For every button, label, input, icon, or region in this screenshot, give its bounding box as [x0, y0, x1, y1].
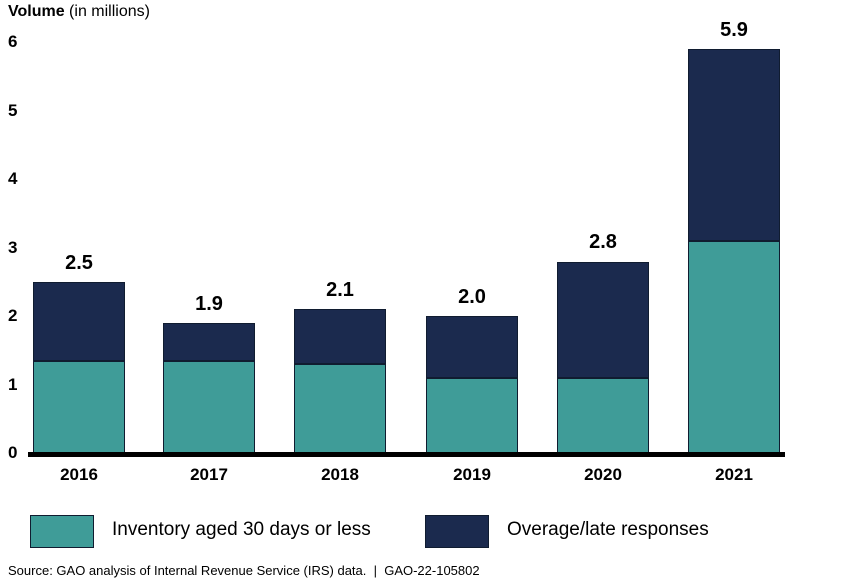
x-axis-label: 2016 [60, 465, 98, 484]
bar-column-2018: 2.1 2018 [294, 279, 386, 484]
x-axis-label: 2019 [453, 465, 491, 484]
x-axis-label: 2017 [190, 465, 228, 484]
chart-title: Volume (in millions) [8, 3, 150, 21]
bar-segment-inventory [426, 378, 518, 453]
bar-segment-inventory [688, 241, 780, 453]
bar-column-2020: 2.8 2020 [557, 231, 649, 484]
y-axis-tick-label: 1 [8, 374, 18, 394]
legend-label-overage: Overage/late responses [507, 519, 709, 540]
y-axis-tick-label: 6 [8, 32, 18, 51]
y-axis-tick-label: 3 [8, 237, 18, 257]
x-axis-label: 2020 [584, 465, 622, 484]
bar-segment-overage [163, 323, 255, 361]
bar-segment-inventory [33, 361, 125, 453]
bar-total-label: 1.9 [195, 293, 223, 315]
bar-segment-inventory [163, 361, 255, 453]
plot-area: 0 1 2 3 4 5 6 2.5 2016 1.9 2017 2.1 2018 2.0 2019 2.8 20… [8, 19, 785, 484]
bar-column-2021: 5.9 2021 [688, 19, 780, 484]
legend-swatch-inventory [30, 515, 94, 548]
bar-segment-overage [557, 262, 649, 378]
bar-total-label: 2.1 [326, 279, 354, 301]
legend-swatch-overage [425, 515, 489, 548]
y-axis-tick-label: 0 [8, 443, 18, 462]
bar-segment-overage [33, 282, 125, 361]
bar-segment-inventory [294, 364, 386, 453]
y-axis-tick-label: 4 [8, 169, 18, 188]
chart-title-main: Volume [8, 3, 65, 20]
bar-segment-inventory [557, 378, 649, 453]
source-note: Source: GAO analysis of Internal Revenue… [8, 563, 480, 578]
y-axis-tick-label: 5 [8, 100, 18, 120]
chart-legend: Inventory aged 30 days or less Overage/l… [0, 509, 850, 553]
chart-title-unit: (in millions) [64, 3, 150, 20]
bar-total-label: 2.5 [65, 252, 93, 274]
x-axis-label: 2018 [321, 465, 359, 484]
bar-total-label: 2.0 [458, 286, 486, 308]
bar-column-2017: 1.9 2017 [163, 293, 255, 484]
x-axis-line [28, 452, 785, 457]
bar-column-2019: 2.0 2019 [426, 286, 518, 484]
bar-total-label: 2.8 [589, 231, 617, 253]
bar-total-label: 5.9 [720, 19, 748, 41]
bar-segment-overage [426, 316, 518, 378]
x-axis-label: 2021 [715, 465, 753, 484]
y-axis-tick-label: 2 [8, 306, 18, 325]
bar-column-2016: 2.5 2016 [33, 252, 125, 484]
bar-segment-overage [294, 309, 386, 364]
legend-label-inventory: Inventory aged 30 days or less [112, 519, 371, 540]
bar-segment-overage [688, 49, 780, 241]
